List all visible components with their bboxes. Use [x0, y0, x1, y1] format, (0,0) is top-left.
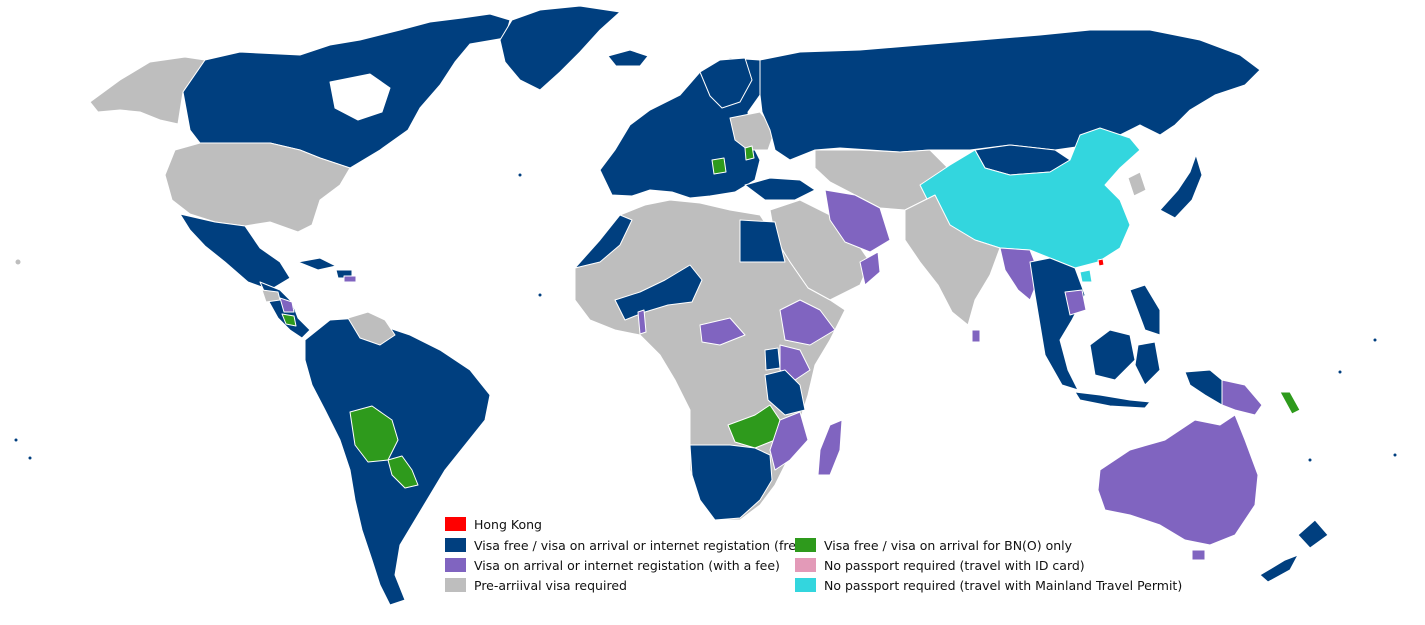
region-australia: [1097, 414, 1259, 546]
legend-swatch-hong-kong: [445, 517, 466, 531]
region-alaska: [89, 56, 206, 125]
region-island-3: [1392, 452, 1398, 458]
region-eastern-europe: [729, 111, 776, 151]
legend-item-visa-fee: Visa on arrival or internet registation …: [445, 555, 780, 575]
legend-item-pre-arrival: Pre-arriival visa required: [445, 575, 627, 595]
legend-item-hong-kong: Hong Kong: [445, 514, 542, 534]
region-new-zealand: [1297, 519, 1329, 549]
legend-item-id-card: No passport required (travel with ID car…: [795, 555, 1085, 575]
region-myanmar: [999, 247, 1041, 301]
region-indochina: [1029, 257, 1086, 391]
region-turkey: [744, 177, 816, 201]
region-new-guinea: [1184, 369, 1223, 406]
legend-label-hong-kong: Hong Kong: [474, 516, 542, 532]
region-india: [904, 194, 1001, 326]
region-japan: [1159, 154, 1203, 219]
region-west-africa-fee: [637, 309, 647, 335]
legend-label-mainland-permit: No passport required (travel with Mainla…: [824, 577, 1183, 593]
region-sulawesi: [1134, 341, 1161, 386]
region-sri-lanka: [971, 329, 981, 343]
legend-item-visa-free: Visa free / visa on arrival or internet …: [445, 535, 808, 555]
region-hong-kong: [1097, 258, 1105, 267]
region-usa: [164, 142, 351, 233]
region-egypt: [739, 219, 786, 263]
legend-item-mainland-permit: No passport required (travel with Mainla…: [795, 575, 1182, 595]
legend-label-pre-arrival: Pre-arriival visa required: [474, 577, 627, 593]
region-pacific-islands: [1279, 391, 1301, 415]
region-madagascar: [817, 419, 843, 476]
legend-label-bno-only: Visa free / visa on arrival for BN(O) on…: [824, 537, 1073, 553]
region-island-6: [27, 455, 33, 461]
region-costa-rica: [281, 313, 297, 327]
region-caribbean-fee: [343, 275, 357, 283]
legend-swatch-visa-free: [445, 538, 466, 552]
region-tasmania: [1191, 549, 1206, 561]
legend-swatch-mainland-permit: [795, 578, 816, 592]
region-ethiopia: [779, 299, 836, 346]
region-sahel: [614, 264, 703, 321]
region-cambodia: [1064, 289, 1087, 316]
region-iceland: [607, 49, 649, 67]
region-russia: [759, 29, 1261, 161]
region-moldova: [744, 145, 755, 161]
region-island-1: [1337, 369, 1343, 375]
legend-swatch-bno-only: [795, 538, 816, 552]
region-mexico: [179, 213, 291, 291]
region-island-7: [537, 292, 543, 298]
legend-label-id-card: No passport required (travel with ID car…: [824, 557, 1085, 573]
region-scandinavia: [699, 57, 753, 109]
legend-item-bno-only: Visa free / visa on arrival for BN(O) on…: [795, 535, 1072, 555]
region-venezuela: [347, 311, 396, 346]
region-island-8: [517, 172, 523, 178]
region-mozambique: [769, 411, 809, 471]
region-southern-africa: [689, 444, 773, 521]
region-island-2: [1372, 337, 1378, 343]
region-hudson-bay: [329, 73, 391, 121]
region-hainan: [1079, 269, 1093, 283]
region-kenya-tanzania: [764, 369, 806, 416]
region-island-5: [13, 437, 19, 443]
region-iran: [824, 189, 891, 253]
region-new-zealand-south: [1259, 554, 1299, 583]
region-honduras: [261, 289, 281, 303]
region-serbia: [711, 157, 727, 175]
region-car: [699, 317, 746, 346]
legend-swatch-pre-arrival: [445, 578, 466, 592]
region-cuba: [297, 257, 337, 271]
region-png: [1221, 379, 1263, 416]
region-philippines: [1129, 284, 1161, 336]
region-island-9: [14, 258, 22, 266]
region-borneo: [1089, 329, 1136, 381]
region-bolivia: [349, 405, 399, 463]
map-legend: Hong Kong Visa free / visa on arrival or…: [445, 514, 1185, 598]
legend-swatch-visa-fee: [445, 558, 466, 572]
region-paraguay: [387, 455, 419, 489]
region-korea: [1127, 171, 1147, 197]
legend-label-visa-fee: Visa on arrival or internet registation …: [474, 557, 780, 573]
legend-label-visa-free: Visa free / visa on arrival or internet …: [474, 537, 809, 553]
region-oman: [859, 251, 881, 286]
region-uganda: [764, 347, 781, 371]
legend-swatch-id-card: [795, 558, 816, 572]
region-java: [1074, 391, 1151, 409]
region-nicaragua: [279, 297, 295, 313]
region-island-4: [1307, 457, 1313, 463]
region-greenland: [499, 5, 621, 91]
region-morocco: [574, 214, 633, 269]
